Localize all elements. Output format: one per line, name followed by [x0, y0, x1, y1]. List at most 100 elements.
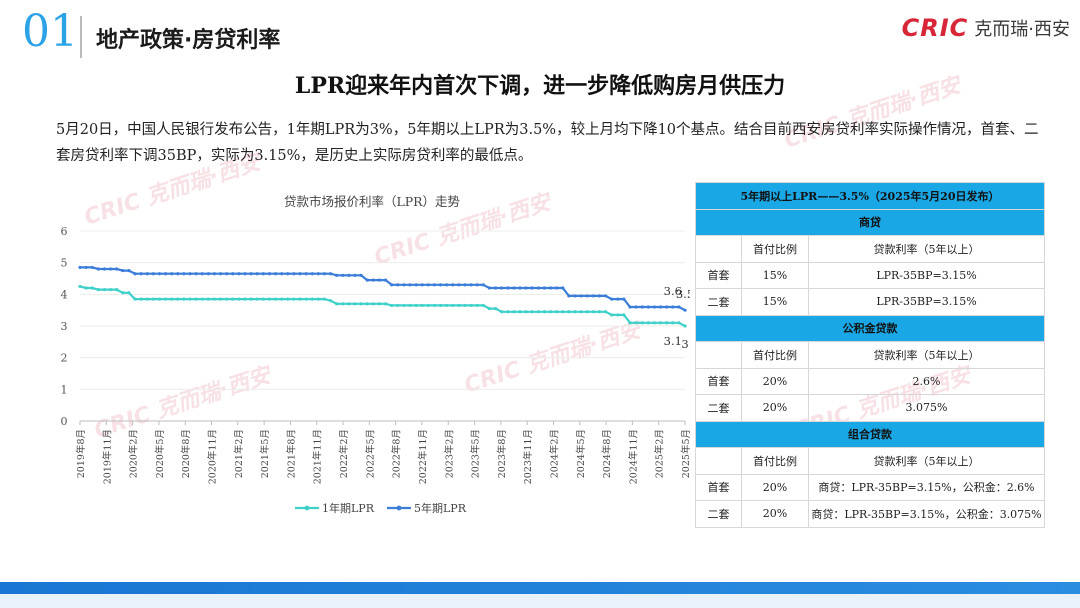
chart-series: [78, 265, 687, 328]
x-tick-label: 2022年11月: [417, 429, 429, 484]
column-header-row: 首付比例 贷款利率（5年以上）: [695, 447, 1045, 475]
data-point: [451, 283, 455, 287]
x-tick-label: 2021年2月: [233, 429, 245, 478]
data-point: [671, 321, 675, 325]
x-tick-label: 2020年8月: [180, 429, 192, 478]
data-point: [536, 310, 540, 314]
data-point: [634, 305, 638, 309]
data-point: [145, 297, 149, 301]
data-point: [445, 303, 449, 308]
x-tick-label: 2022年8月: [391, 429, 403, 478]
data-point: [255, 272, 259, 276]
table-cell: 15%: [741, 288, 809, 316]
data-point: [585, 294, 589, 298]
data-point: [273, 297, 278, 301]
data-point: [622, 297, 626, 301]
data-point: [78, 265, 82, 270]
x-tick-label: 2021年11月: [312, 429, 324, 484]
data-point: [200, 272, 204, 276]
data-label: 3.6: [664, 284, 682, 298]
data-point: [353, 273, 357, 277]
data-point: [206, 297, 210, 301]
data-point: [512, 286, 516, 290]
section-header-row: 组合贷款: [695, 420, 1045, 448]
data-point: [518, 286, 522, 290]
data-point: [127, 291, 131, 295]
data-point: [426, 283, 430, 287]
data-point: [157, 272, 162, 276]
section-header: 公积金贷款: [695, 314, 1045, 342]
y-tick-label: 2: [61, 352, 68, 365]
data-point: [603, 310, 608, 314]
data-point: [432, 303, 437, 308]
data-point: [108, 287, 113, 292]
chart-annotations: 3.63.5 3.13: [664, 284, 690, 351]
data-point: [255, 297, 259, 301]
data-point: [182, 297, 186, 301]
data-point: [579, 310, 583, 314]
summary-paragraph: 5月20日，中国人民银行发布公告，1年期LPR为3%，5年期以上LPR为3.5%…: [56, 122, 1039, 164]
data-point: [261, 297, 265, 301]
data-point: [212, 297, 217, 301]
data-point: [616, 313, 620, 317]
x-tick-label: 2021年8月: [285, 429, 297, 478]
data-point: [628, 321, 632, 325]
data-point: [567, 294, 571, 298]
x-tick-label: 2024年8月: [601, 429, 613, 478]
data-point: [90, 286, 94, 290]
x-tick-label: 2023年2月: [443, 429, 455, 478]
data-point: [194, 272, 198, 276]
data-point: [573, 294, 577, 298]
series-line: [79, 285, 686, 327]
table-row: 首套 20% 2.6%: [695, 367, 1045, 395]
data-point: [151, 272, 155, 276]
chart-grid: [80, 230, 685, 422]
footer-bar: [0, 582, 1080, 594]
slide-header: 01 地产政策·房贷利率 CRIC 克而瑞·西安: [0, 0, 1080, 62]
data-point: [359, 273, 363, 277]
table-cell: 首套: [695, 261, 742, 289]
table-cell: 20%: [741, 500, 809, 528]
data-point: [402, 283, 406, 287]
data-point: [628, 305, 632, 309]
data-point: [310, 297, 314, 301]
legend-marker: [396, 505, 402, 511]
table-cell: 20%: [741, 394, 809, 422]
data-point: [671, 305, 675, 309]
section-title: 地产政策·房贷利率: [96, 28, 281, 53]
data-point: [438, 283, 443, 287]
data-label: 3.1: [664, 334, 682, 348]
footer-band: [0, 594, 1080, 608]
data-point: [322, 272, 327, 276]
section-number: 01: [22, 6, 78, 57]
data-point: [603, 294, 608, 298]
data-point: [487, 286, 492, 290]
x-tick-label: 2020年11月: [207, 429, 219, 484]
data-label: 3: [681, 337, 688, 351]
data-point: [463, 303, 467, 308]
data-point: [426, 303, 430, 308]
brand-logo: CRIC 克而瑞·西安: [902, 12, 1070, 44]
table-row: 首套 20% 商贷：LPR-35BP=3.15%，公积金：2.6%: [695, 473, 1045, 501]
table-cell: 2.6%: [808, 367, 1045, 395]
data-point: [237, 297, 241, 301]
data-point: [310, 272, 314, 276]
data-point: [243, 272, 247, 276]
data-label: 3.5: [676, 287, 690, 301]
table-row: 二套 20% 3.075%: [695, 394, 1045, 422]
data-point: [542, 310, 547, 314]
table-row: 首套 15% LPR-35BP=3.15%: [695, 261, 1045, 289]
lpr-line-chart: 贷款市场报价利率（LPR）走势 0 1 2 3 4 5 6 2019年8月 2019年11月 20…: [61, 194, 691, 515]
data-point: [500, 286, 504, 290]
data-point: [579, 294, 583, 298]
data-point: [365, 278, 369, 282]
data-point: [188, 272, 192, 276]
data-point: [151, 297, 155, 301]
column-header: 贷款利率（5年以上）: [808, 341, 1045, 369]
data-point: [646, 305, 650, 309]
x-tick-label: 2025年5月: [680, 429, 690, 478]
data-point: [170, 272, 174, 276]
data-point: [163, 272, 168, 276]
data-point: [249, 297, 253, 301]
data-point: [133, 297, 137, 301]
